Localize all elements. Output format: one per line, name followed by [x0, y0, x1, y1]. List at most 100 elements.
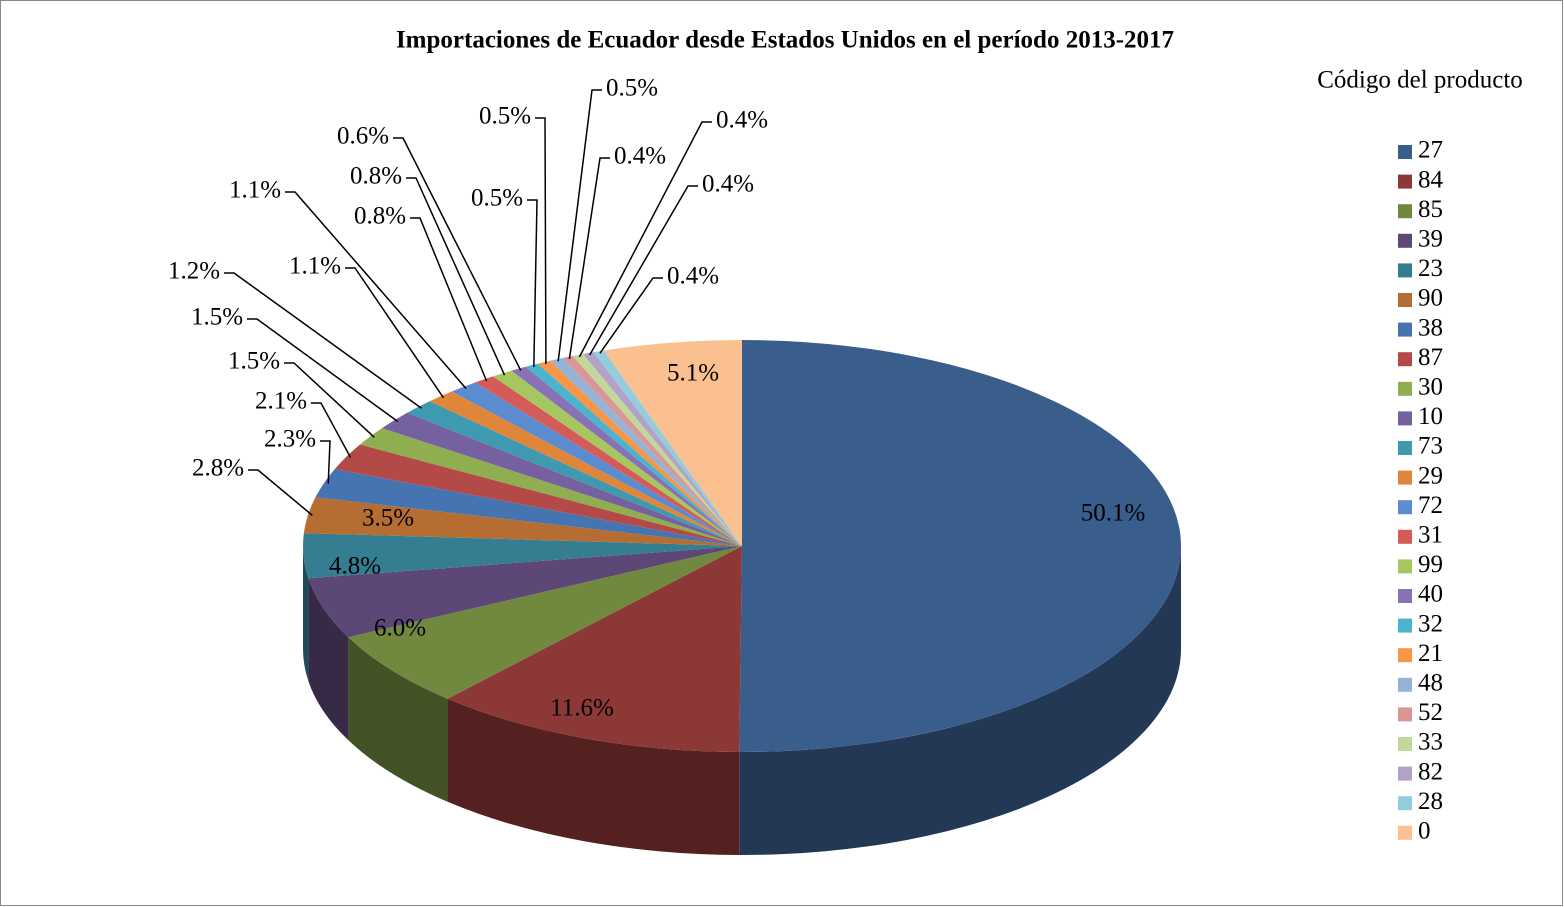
- slice: [492, 370, 742, 546]
- legend-label: 40: [1418, 581, 1443, 608]
- legend-label: 99: [1418, 551, 1443, 578]
- legend-label: 52: [1418, 699, 1443, 726]
- data-label: 1.1%: [289, 253, 341, 280]
- legend-label: 73: [1418, 433, 1443, 460]
- data-label: 0.5%: [471, 185, 523, 212]
- leader-line: [247, 318, 399, 423]
- legend-swatch: [1398, 707, 1412, 722]
- data-label: 4.8%: [329, 553, 381, 580]
- leader-line: [248, 469, 313, 516]
- slice: [382, 412, 742, 546]
- data-label: 0.5%: [606, 75, 658, 102]
- slice: [359, 428, 742, 546]
- slice: [739, 340, 1181, 752]
- leader-line: [557, 89, 602, 362]
- slice: [537, 360, 742, 546]
- data-label: 50.1%: [1081, 500, 1146, 527]
- legend-swatch: [1398, 796, 1412, 811]
- legend-label: 28: [1418, 788, 1443, 815]
- leader-line: [345, 267, 445, 399]
- slice: [407, 401, 742, 546]
- leader-line: [410, 217, 488, 382]
- legend-swatch: [1398, 559, 1412, 574]
- legend-label: 48: [1418, 670, 1443, 697]
- legend-label: 30: [1418, 374, 1443, 401]
- legend-swatch: [1398, 737, 1412, 751]
- slice: [475, 376, 742, 546]
- data-label: 0.4%: [716, 107, 768, 134]
- legend-label: 33: [1418, 729, 1443, 756]
- leader-line: [320, 440, 331, 484]
- slice-side: [308, 578, 349, 741]
- data-label: 1.2%: [168, 258, 220, 285]
- data-label: 5.1%: [667, 360, 719, 387]
- legend-swatch: [1398, 618, 1412, 633]
- leader-line: [578, 121, 712, 358]
- slice: [315, 468, 742, 546]
- data-label: 0.6%: [337, 123, 389, 150]
- legend-swatch: [1398, 293, 1412, 307]
- leader-line: [535, 117, 547, 365]
- legend-label: 72: [1418, 492, 1443, 519]
- legend-label: 87: [1418, 344, 1443, 371]
- leader-line: [224, 272, 422, 409]
- slice: [334, 444, 742, 546]
- legend-swatch: [1398, 352, 1412, 367]
- legend-swatch: [1398, 204, 1412, 219]
- slice: [447, 546, 742, 752]
- legend-label: 32: [1418, 610, 1443, 637]
- slice: [572, 353, 742, 546]
- legend-label: 29: [1418, 462, 1443, 489]
- leader-line: [285, 191, 467, 389]
- slice: [303, 497, 742, 546]
- slice: [451, 382, 742, 546]
- legend-swatch: [1398, 411, 1412, 426]
- data-label: 0.8%: [350, 163, 402, 190]
- leader-line: [527, 199, 538, 367]
- data-label: 0.5%: [479, 103, 531, 130]
- slice: [603, 340, 742, 546]
- leader-line: [589, 185, 698, 356]
- data-label: 1.1%: [229, 177, 281, 204]
- slice-side: [348, 637, 448, 802]
- data-label: 0.4%: [702, 171, 754, 198]
- data-label: 11.6%: [550, 695, 614, 722]
- slice-side: [303, 546, 309, 682]
- legend-swatch: [1398, 677, 1412, 692]
- data-label: 0.4%: [667, 263, 719, 290]
- legend-swatch: [1398, 589, 1412, 603]
- data-label: 6.0%: [374, 615, 426, 642]
- slice: [308, 546, 742, 638]
- legend-swatch: [1398, 322, 1412, 337]
- legend-label: 85: [1418, 196, 1443, 223]
- legend-swatch: [1398, 766, 1412, 781]
- data-label: 2.8%: [192, 455, 244, 482]
- slice: [511, 366, 742, 546]
- legend-swatch: [1398, 174, 1412, 189]
- slice-side: [447, 698, 740, 855]
- leader-line: [406, 177, 506, 376]
- slice: [582, 352, 742, 546]
- legend-label: 39: [1418, 226, 1443, 253]
- legend-swatch: [1398, 381, 1412, 396]
- legend-label: 10: [1418, 403, 1443, 430]
- data-label: 0.8%: [354, 203, 406, 230]
- leader-line: [311, 402, 352, 458]
- leader-line: [568, 157, 610, 359]
- legend-swatch: [1398, 233, 1412, 248]
- slice: [562, 355, 742, 546]
- slice: [525, 363, 742, 546]
- slice: [550, 357, 742, 546]
- data-label: 1.5%: [191, 304, 243, 331]
- data-label: 0.4%: [614, 143, 666, 170]
- legend-label: 84: [1418, 166, 1444, 193]
- slice: [303, 533, 742, 579]
- data-label: 2.3%: [264, 426, 316, 453]
- legend-swatch: [1398, 648, 1412, 663]
- legend-title: Código del producto: [1317, 67, 1523, 94]
- legend-label: 0: [1418, 818, 1431, 845]
- legend-swatch: [1398, 500, 1412, 515]
- slice-side: [739, 546, 1181, 855]
